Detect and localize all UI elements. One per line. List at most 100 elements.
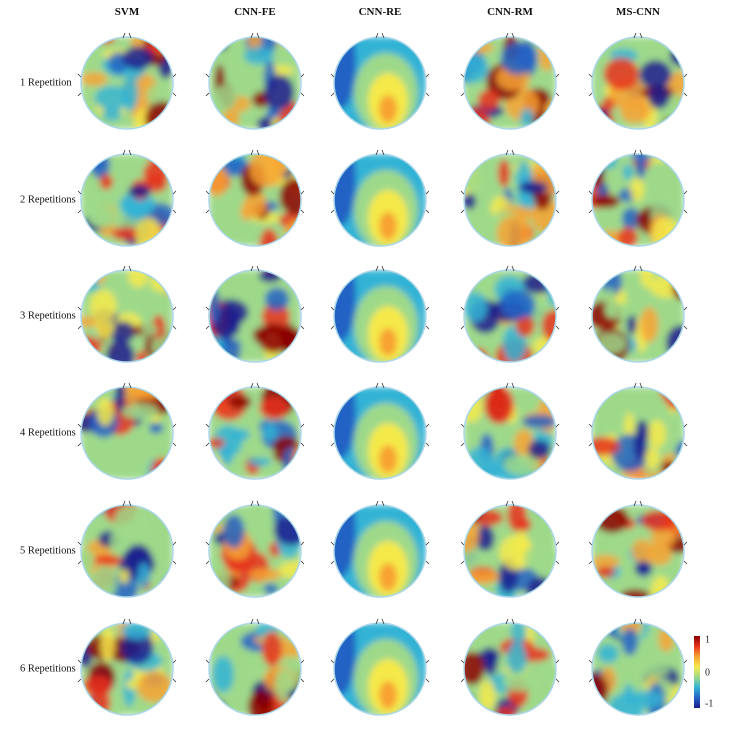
nose-icon xyxy=(505,32,515,39)
nose-icon xyxy=(505,149,515,156)
colorbar-mid-label: 0 xyxy=(705,667,710,679)
nose-icon xyxy=(122,382,132,389)
ear-icon xyxy=(77,306,177,330)
nose-icon xyxy=(375,500,385,507)
nose-icon xyxy=(122,265,132,272)
topomap xyxy=(592,623,684,715)
ear-icon xyxy=(460,306,560,330)
ear-icon xyxy=(330,73,430,97)
nose-icon xyxy=(633,149,643,156)
ear-icon xyxy=(588,306,688,330)
column-title: SVM xyxy=(114,6,140,18)
ear-icon xyxy=(460,190,560,214)
topomap xyxy=(81,623,173,715)
ear-icon xyxy=(588,73,688,97)
ear-icon xyxy=(205,423,305,447)
head-outline xyxy=(333,36,427,130)
head-outline xyxy=(80,269,174,363)
head-outline xyxy=(333,153,427,247)
nose-icon xyxy=(633,618,643,625)
head-outline xyxy=(463,504,557,598)
head-outline xyxy=(463,153,557,247)
ear-icon xyxy=(77,541,177,565)
nose-icon xyxy=(633,500,643,507)
nose-icon xyxy=(250,382,260,389)
nose-icon xyxy=(250,618,260,625)
nose-icon xyxy=(505,500,515,507)
ear-icon xyxy=(205,190,305,214)
head-outline xyxy=(463,386,557,480)
head-outline xyxy=(208,386,302,480)
head-outline xyxy=(208,622,302,716)
nose-icon xyxy=(505,618,515,625)
topomap xyxy=(81,154,173,246)
topomap xyxy=(209,154,301,246)
head-outline xyxy=(463,269,557,363)
ear-icon xyxy=(330,541,430,565)
head-outline xyxy=(463,622,557,716)
head-outline xyxy=(591,269,685,363)
nose-icon xyxy=(505,382,515,389)
nose-icon xyxy=(375,618,385,625)
nose-icon xyxy=(122,149,132,156)
nose-icon xyxy=(633,32,643,39)
topomap xyxy=(592,387,684,479)
topomap xyxy=(81,270,173,362)
head-outline xyxy=(333,386,427,480)
column-title: CNN-FE xyxy=(234,6,276,18)
ear-icon xyxy=(588,423,688,447)
nose-icon xyxy=(375,265,385,272)
topomap xyxy=(209,270,301,362)
nose-icon xyxy=(375,382,385,389)
topomap xyxy=(592,505,684,597)
topomap xyxy=(592,37,684,129)
row-label: 5 Repetitions xyxy=(20,545,76,557)
ear-icon xyxy=(77,190,177,214)
topomap xyxy=(334,154,426,246)
nose-icon xyxy=(375,149,385,156)
column-title: MS-CNN xyxy=(616,6,660,18)
row-label: 6 Repetitions xyxy=(20,663,76,675)
head-outline xyxy=(208,504,302,598)
topomap xyxy=(209,623,301,715)
topomap xyxy=(334,505,426,597)
head-outline xyxy=(591,622,685,716)
nose-icon xyxy=(505,265,515,272)
head-outline xyxy=(333,504,427,598)
topomap xyxy=(464,37,556,129)
head-outline xyxy=(80,504,174,598)
topomap xyxy=(464,270,556,362)
head-outline xyxy=(80,36,174,130)
topomap xyxy=(464,623,556,715)
head-outline xyxy=(333,269,427,363)
topomap xyxy=(209,37,301,129)
ear-icon xyxy=(205,73,305,97)
nose-icon xyxy=(122,500,132,507)
head-outline xyxy=(333,622,427,716)
ear-icon xyxy=(330,423,430,447)
head-outline xyxy=(80,386,174,480)
topomap xyxy=(81,505,173,597)
topomap xyxy=(81,37,173,129)
nose-icon xyxy=(375,32,385,39)
head-outline xyxy=(591,36,685,130)
ear-icon xyxy=(330,306,430,330)
ear-icon xyxy=(460,541,560,565)
topomap xyxy=(81,387,173,479)
head-outline xyxy=(208,153,302,247)
column-title: CNN-RE xyxy=(358,6,402,18)
row-label: 1 Repetition xyxy=(20,77,72,89)
topomap xyxy=(209,387,301,479)
head-outline xyxy=(591,153,685,247)
colorbar-min-label: -1 xyxy=(705,698,714,710)
row-label: 3 Repetitions xyxy=(20,310,76,322)
row-label: 4 Repetitions xyxy=(20,427,76,439)
colorbar xyxy=(694,636,700,708)
nose-icon xyxy=(250,500,260,507)
nose-icon xyxy=(633,382,643,389)
head-outline xyxy=(80,153,174,247)
row-label: 2 Repetitions xyxy=(20,194,76,206)
head-outline xyxy=(591,504,685,598)
column-title: CNN-RM xyxy=(487,6,533,18)
